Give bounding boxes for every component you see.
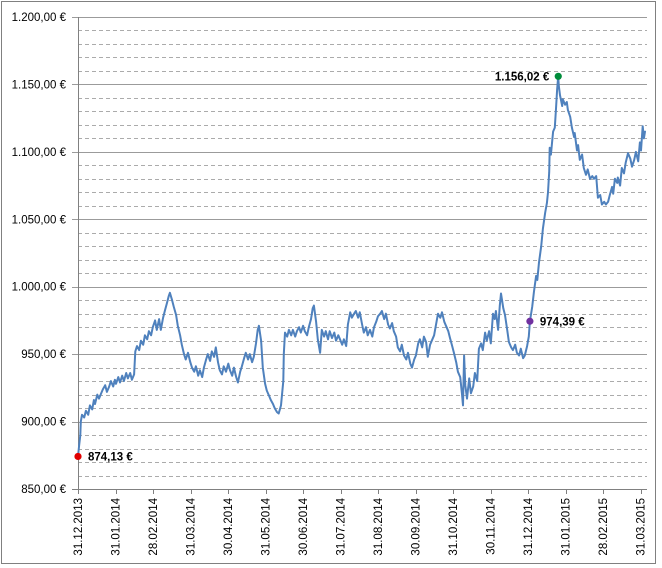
price-line	[77, 75, 646, 458]
x-tick-label: 31.10.2014	[448, 497, 460, 555]
x-axis-labels: 31.12.2013 31.01.2014 28.02.2014 31.03.2014…	[73, 497, 648, 555]
annotations: 874,13 € 1.156,02 € 974,39 €	[74, 71, 585, 463]
x-tick-label: 31.01.2014	[111, 497, 123, 555]
x-tick-label: 28.02.2014	[148, 497, 160, 555]
yearend-marker	[526, 317, 534, 325]
x-tick-label: 30.09.2014	[411, 497, 423, 555]
x-tick-label: 31.01.2015	[561, 498, 573, 556]
x-tick-label: 30.04.2014	[223, 497, 235, 555]
y-tick-label: 1.100,00 €	[12, 147, 67, 159]
major-gridlines	[72, 17, 647, 490]
yearend-value-label: 974,39 €	[540, 316, 585, 328]
x-tick-label: 31.03.2015	[636, 498, 648, 556]
y-tick-label: 850,00 €	[21, 484, 66, 496]
peak-marker	[554, 72, 562, 80]
peak-value-label: 1.156,02 €	[495, 71, 550, 83]
y-tick-label: 1.200,00 €	[12, 12, 67, 24]
y-tick-label: 1.150,00 €	[12, 79, 67, 91]
x-tick-label: 31.12.2014	[523, 497, 535, 555]
y-tick-label: 1.050,00 €	[12, 214, 67, 226]
y-tick-label: 900,00 €	[21, 417, 66, 429]
start-marker	[74, 452, 82, 461]
axes	[72, 17, 647, 494]
x-tick-label: 31.08.2014	[373, 497, 385, 555]
y-tick-label: 1.000,00 €	[12, 282, 67, 294]
x-tick-label: 31.12.2013	[73, 498, 85, 556]
x-tick-label: 31.03.2014	[186, 497, 198, 555]
x-tick-label: 28.02.2015	[598, 498, 610, 556]
y-tick-label: 950,00 €	[21, 349, 66, 361]
start-value-label: 874,13 €	[88, 451, 133, 463]
x-tick-label: 30.06.2014	[298, 497, 310, 555]
x-tick-label: 31.05.2014	[261, 497, 273, 555]
y-axis-labels: 1.200,00 € 1.150,00 € 1.100,00 € 1.050,00 €…	[12, 12, 67, 496]
x-tick-label: 30.11.2014	[486, 497, 498, 554]
x-tick-label: 31.07.2014	[336, 497, 348, 555]
minor-gridlines	[78, 30, 647, 477]
